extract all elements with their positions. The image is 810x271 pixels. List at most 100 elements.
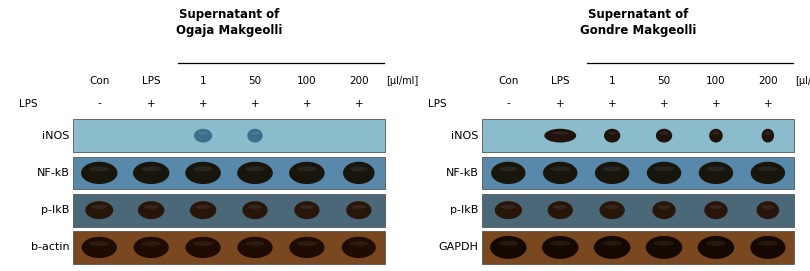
Bar: [74, 119, 385, 152]
Ellipse shape: [595, 162, 629, 184]
Ellipse shape: [144, 205, 159, 209]
Ellipse shape: [594, 236, 630, 259]
Ellipse shape: [350, 166, 368, 171]
Text: LPS: LPS: [551, 76, 569, 86]
Ellipse shape: [761, 205, 774, 209]
Ellipse shape: [706, 166, 726, 171]
Text: p-IkB: p-IkB: [40, 205, 70, 215]
Bar: [483, 119, 794, 152]
Text: [μl/ml]: [μl/ml]: [386, 76, 418, 86]
Ellipse shape: [194, 129, 212, 143]
Text: Supernatant of
Ogaja Makgeolli: Supernatant of Ogaja Makgeolli: [176, 8, 282, 37]
Bar: [74, 194, 385, 227]
Text: +: +: [250, 99, 259, 108]
Ellipse shape: [247, 129, 262, 143]
Ellipse shape: [604, 129, 620, 143]
Ellipse shape: [646, 236, 682, 259]
Ellipse shape: [349, 241, 369, 246]
Ellipse shape: [294, 201, 320, 219]
Text: LPS: LPS: [428, 99, 447, 108]
Ellipse shape: [765, 132, 771, 135]
Ellipse shape: [194, 241, 213, 246]
Ellipse shape: [343, 162, 374, 184]
Ellipse shape: [761, 129, 774, 143]
Text: LPS: LPS: [19, 99, 38, 108]
Ellipse shape: [757, 201, 779, 219]
Text: NF-kB: NF-kB: [446, 168, 479, 178]
Text: +: +: [147, 99, 156, 108]
Text: -: -: [97, 99, 101, 108]
Ellipse shape: [704, 201, 727, 219]
Ellipse shape: [185, 162, 221, 184]
Text: 200: 200: [349, 76, 369, 86]
Text: +: +: [355, 99, 363, 108]
Text: iNOS: iNOS: [42, 131, 70, 141]
Ellipse shape: [92, 205, 107, 209]
Bar: [483, 231, 794, 264]
Bar: [74, 157, 385, 189]
Ellipse shape: [190, 201, 216, 219]
Text: +: +: [712, 99, 720, 108]
Ellipse shape: [342, 237, 376, 258]
Ellipse shape: [552, 132, 569, 135]
Text: +: +: [303, 99, 311, 108]
Ellipse shape: [709, 129, 723, 143]
Text: +: +: [764, 99, 772, 108]
Ellipse shape: [758, 241, 778, 246]
Ellipse shape: [89, 166, 109, 171]
Ellipse shape: [490, 236, 526, 259]
Text: b-actin: b-actin: [31, 243, 70, 252]
Text: 50: 50: [658, 76, 671, 86]
Ellipse shape: [750, 236, 786, 259]
Ellipse shape: [251, 132, 259, 135]
Ellipse shape: [346, 201, 372, 219]
Ellipse shape: [237, 237, 273, 258]
Ellipse shape: [499, 166, 518, 171]
Ellipse shape: [697, 236, 734, 259]
Text: 1: 1: [200, 76, 207, 86]
Ellipse shape: [491, 162, 526, 184]
Ellipse shape: [289, 237, 325, 258]
Text: Con: Con: [89, 76, 109, 86]
Ellipse shape: [196, 205, 211, 209]
Ellipse shape: [544, 129, 576, 143]
Text: 200: 200: [758, 76, 778, 86]
Ellipse shape: [289, 162, 325, 184]
Ellipse shape: [198, 132, 208, 135]
Ellipse shape: [501, 205, 516, 209]
Ellipse shape: [237, 162, 273, 184]
Ellipse shape: [699, 162, 733, 184]
Bar: [483, 194, 794, 227]
Ellipse shape: [245, 166, 265, 171]
Ellipse shape: [602, 241, 622, 246]
Text: 50: 50: [249, 76, 262, 86]
Text: +: +: [198, 99, 207, 108]
Ellipse shape: [543, 162, 578, 184]
Ellipse shape: [603, 166, 621, 171]
Text: 1: 1: [609, 76, 616, 86]
Ellipse shape: [82, 237, 117, 258]
Text: Supernatant of
Gondre Makgeolli: Supernatant of Gondre Makgeolli: [580, 8, 697, 37]
Ellipse shape: [134, 237, 168, 258]
Ellipse shape: [138, 201, 164, 219]
Ellipse shape: [194, 166, 213, 171]
Ellipse shape: [710, 205, 723, 209]
Ellipse shape: [142, 241, 161, 246]
Ellipse shape: [85, 201, 113, 219]
Ellipse shape: [706, 241, 726, 246]
Text: iNOS: iNOS: [451, 131, 479, 141]
Ellipse shape: [185, 237, 221, 258]
Ellipse shape: [553, 205, 567, 209]
Text: Con: Con: [498, 76, 518, 86]
Text: [μl/ml]: [μl/ml]: [795, 76, 810, 86]
Ellipse shape: [608, 132, 616, 135]
Text: p-IkB: p-IkB: [450, 205, 479, 215]
Ellipse shape: [712, 132, 720, 135]
Ellipse shape: [352, 205, 366, 209]
Ellipse shape: [605, 205, 619, 209]
Ellipse shape: [242, 201, 267, 219]
Ellipse shape: [245, 241, 265, 246]
Text: +: +: [659, 99, 668, 108]
Text: +: +: [556, 99, 565, 108]
Text: 100: 100: [706, 76, 726, 86]
